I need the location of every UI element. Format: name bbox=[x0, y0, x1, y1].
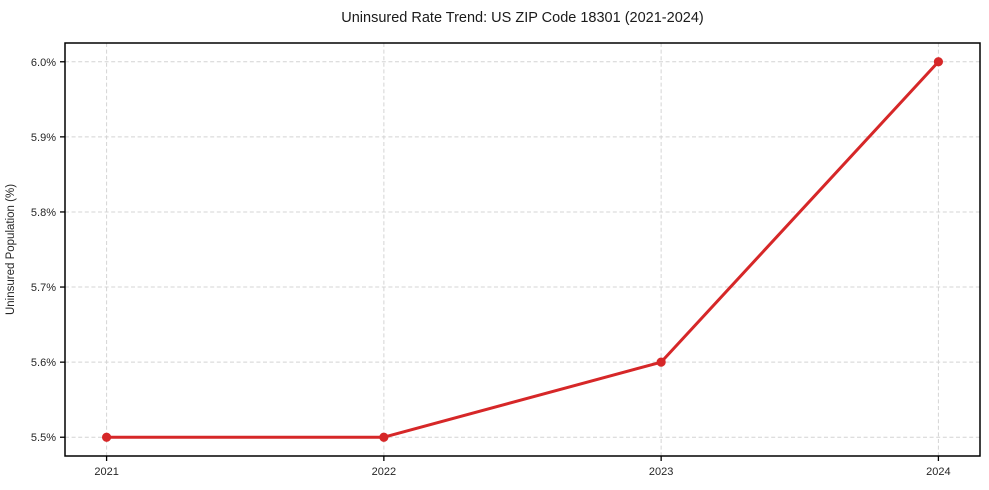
trend-line bbox=[105, 60, 940, 439]
data-point-marker bbox=[101, 432, 112, 442]
x-tick-label: 2021 bbox=[94, 466, 118, 478]
y-tick-label: 5.9% bbox=[31, 132, 56, 144]
x-tick-label: 2023 bbox=[649, 466, 673, 478]
x-tick-label: 2022 bbox=[372, 466, 396, 478]
y-tick-label: 6.0% bbox=[31, 57, 56, 69]
x-tick-label: 2024 bbox=[926, 466, 950, 478]
y-tick-label: 5.8% bbox=[31, 207, 56, 219]
y-tick-label: 5.6% bbox=[31, 357, 56, 369]
plot-background bbox=[65, 43, 980, 456]
data-point-marker bbox=[656, 357, 666, 367]
chart-title: Uninsured Rate Trend: US ZIP Code 18301 … bbox=[341, 10, 703, 26]
plot-area: 5.5% 5.6% 5.7% 5.8% 5.9% 6.0% 2021 2022 2023 2024 bbox=[31, 42, 981, 478]
y-axis-title: Uninsured Population (%) bbox=[5, 184, 17, 315]
y-tick-label: 5.5% bbox=[31, 432, 56, 444]
plot-border bbox=[64, 42, 981, 457]
data-point-marker bbox=[933, 57, 944, 67]
y-tick-label: 5.7% bbox=[31, 282, 56, 294]
data-point-marker bbox=[379, 432, 389, 442]
